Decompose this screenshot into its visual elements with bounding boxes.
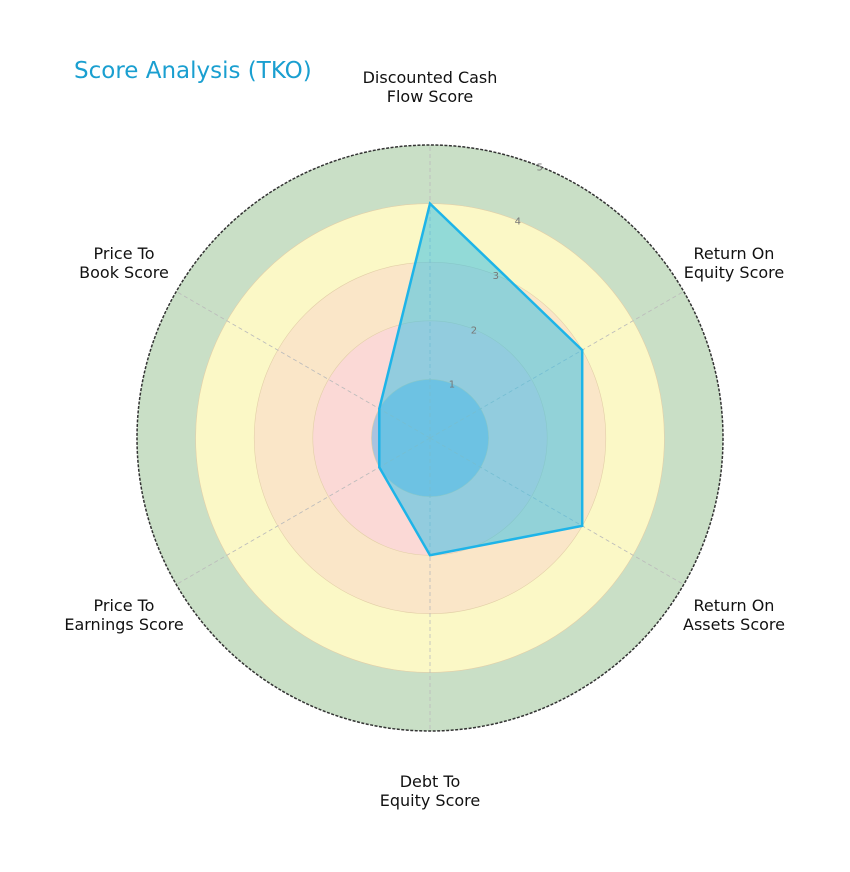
r-tick-label: 3 — [493, 271, 499, 282]
axis-label-de: Debt To Equity Score — [379, 772, 481, 810]
axis-label-pe: Price To Earnings Score — [64, 596, 184, 634]
axis-label-roa: Return On Assets Score — [683, 596, 785, 634]
series-polygon — [378, 201, 584, 557]
r-tick-label: 1 — [449, 380, 455, 391]
axis-label-roe: Return On Equity Score — [683, 244, 785, 282]
r-tick-label: 5 — [537, 162, 543, 173]
axis-label-dcf: Discounted Cash Flow Score — [362, 68, 498, 106]
chart-title: Score Analysis (TKO) — [74, 58, 312, 84]
r-tick-label: 2 — [471, 325, 477, 336]
axis-label-pb: Price To Book Score — [79, 244, 169, 282]
r-tick-label: 4 — [515, 217, 521, 228]
outer-ring — [136, 144, 724, 732]
